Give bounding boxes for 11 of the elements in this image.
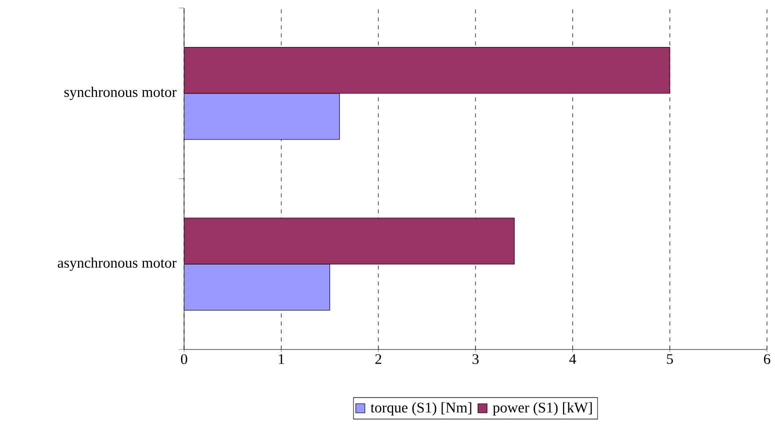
x-tick-label: 3 <box>472 354 479 364</box>
x-tick-label: 6 <box>764 354 770 364</box>
y-tick-label: synchronous motor <box>64 86 177 100</box>
legend-label: power (S1) [kW] <box>492 402 592 416</box>
legend-label: torque (S1) [Nm] <box>370 402 472 416</box>
x-tick-label: 2 <box>375 354 382 364</box>
x-tick-label: 0 <box>180 354 188 364</box>
y-tick-label: asynchronous motor <box>58 258 177 272</box>
x-tick-label: 1 <box>278 354 284 364</box>
x-tick-label: 5 <box>667 354 673 364</box>
x-tick-label: 4 <box>569 354 576 364</box>
